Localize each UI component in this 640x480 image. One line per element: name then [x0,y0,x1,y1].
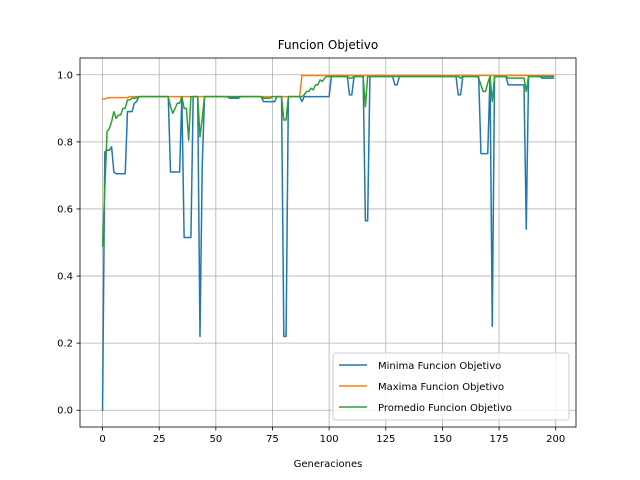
legend-label-minima: Minima Funcion Objetivo [378,361,501,372]
legend-box [332,352,570,421]
x-tick-label: 125 [376,434,395,445]
y-tick-label: 0.2 [57,339,73,350]
legend-label-maxima: Maxima Funcion Objetivo [378,382,504,393]
y-tick-label: 1.0 [57,70,73,81]
y-tick-label: 0.0 [57,406,73,417]
series-line-maxima [101,74,555,100]
y-tick-label: 0.6 [57,204,73,215]
x-axis-ticks: 0 25 50 75 100 125 150 175 200 [99,427,565,445]
y-tick-label: 0.4 [57,272,73,283]
legend-label-promedio: Promedio Funcion Objetivo [378,403,512,414]
x-tick-label: 100 [320,434,339,445]
x-tick-label: 200 [546,434,565,445]
x-tick-label: 50 [209,434,222,445]
x-tick-label: 75 [266,434,279,445]
x-tick-label: 0 [99,434,105,445]
chart-title: Funcion Objetivo [278,38,378,52]
x-tick-label: 150 [433,434,452,445]
y-axis-ticks: 0.0 0.2 0.4 0.6 0.8 1.0 [57,70,80,417]
axes-frame [79,57,577,428]
x-axis-label: Generaciones [294,459,363,470]
x-tick-label: 25 [153,434,166,445]
x-tick-label: 175 [490,434,509,445]
series-line-promedio [101,75,555,247]
legend: Minima Funcion Objetivo Maxima Funcion O… [332,352,570,421]
series-group [101,74,555,411]
y-tick-label: 0.8 [57,137,73,148]
series-line-minima [101,75,555,411]
